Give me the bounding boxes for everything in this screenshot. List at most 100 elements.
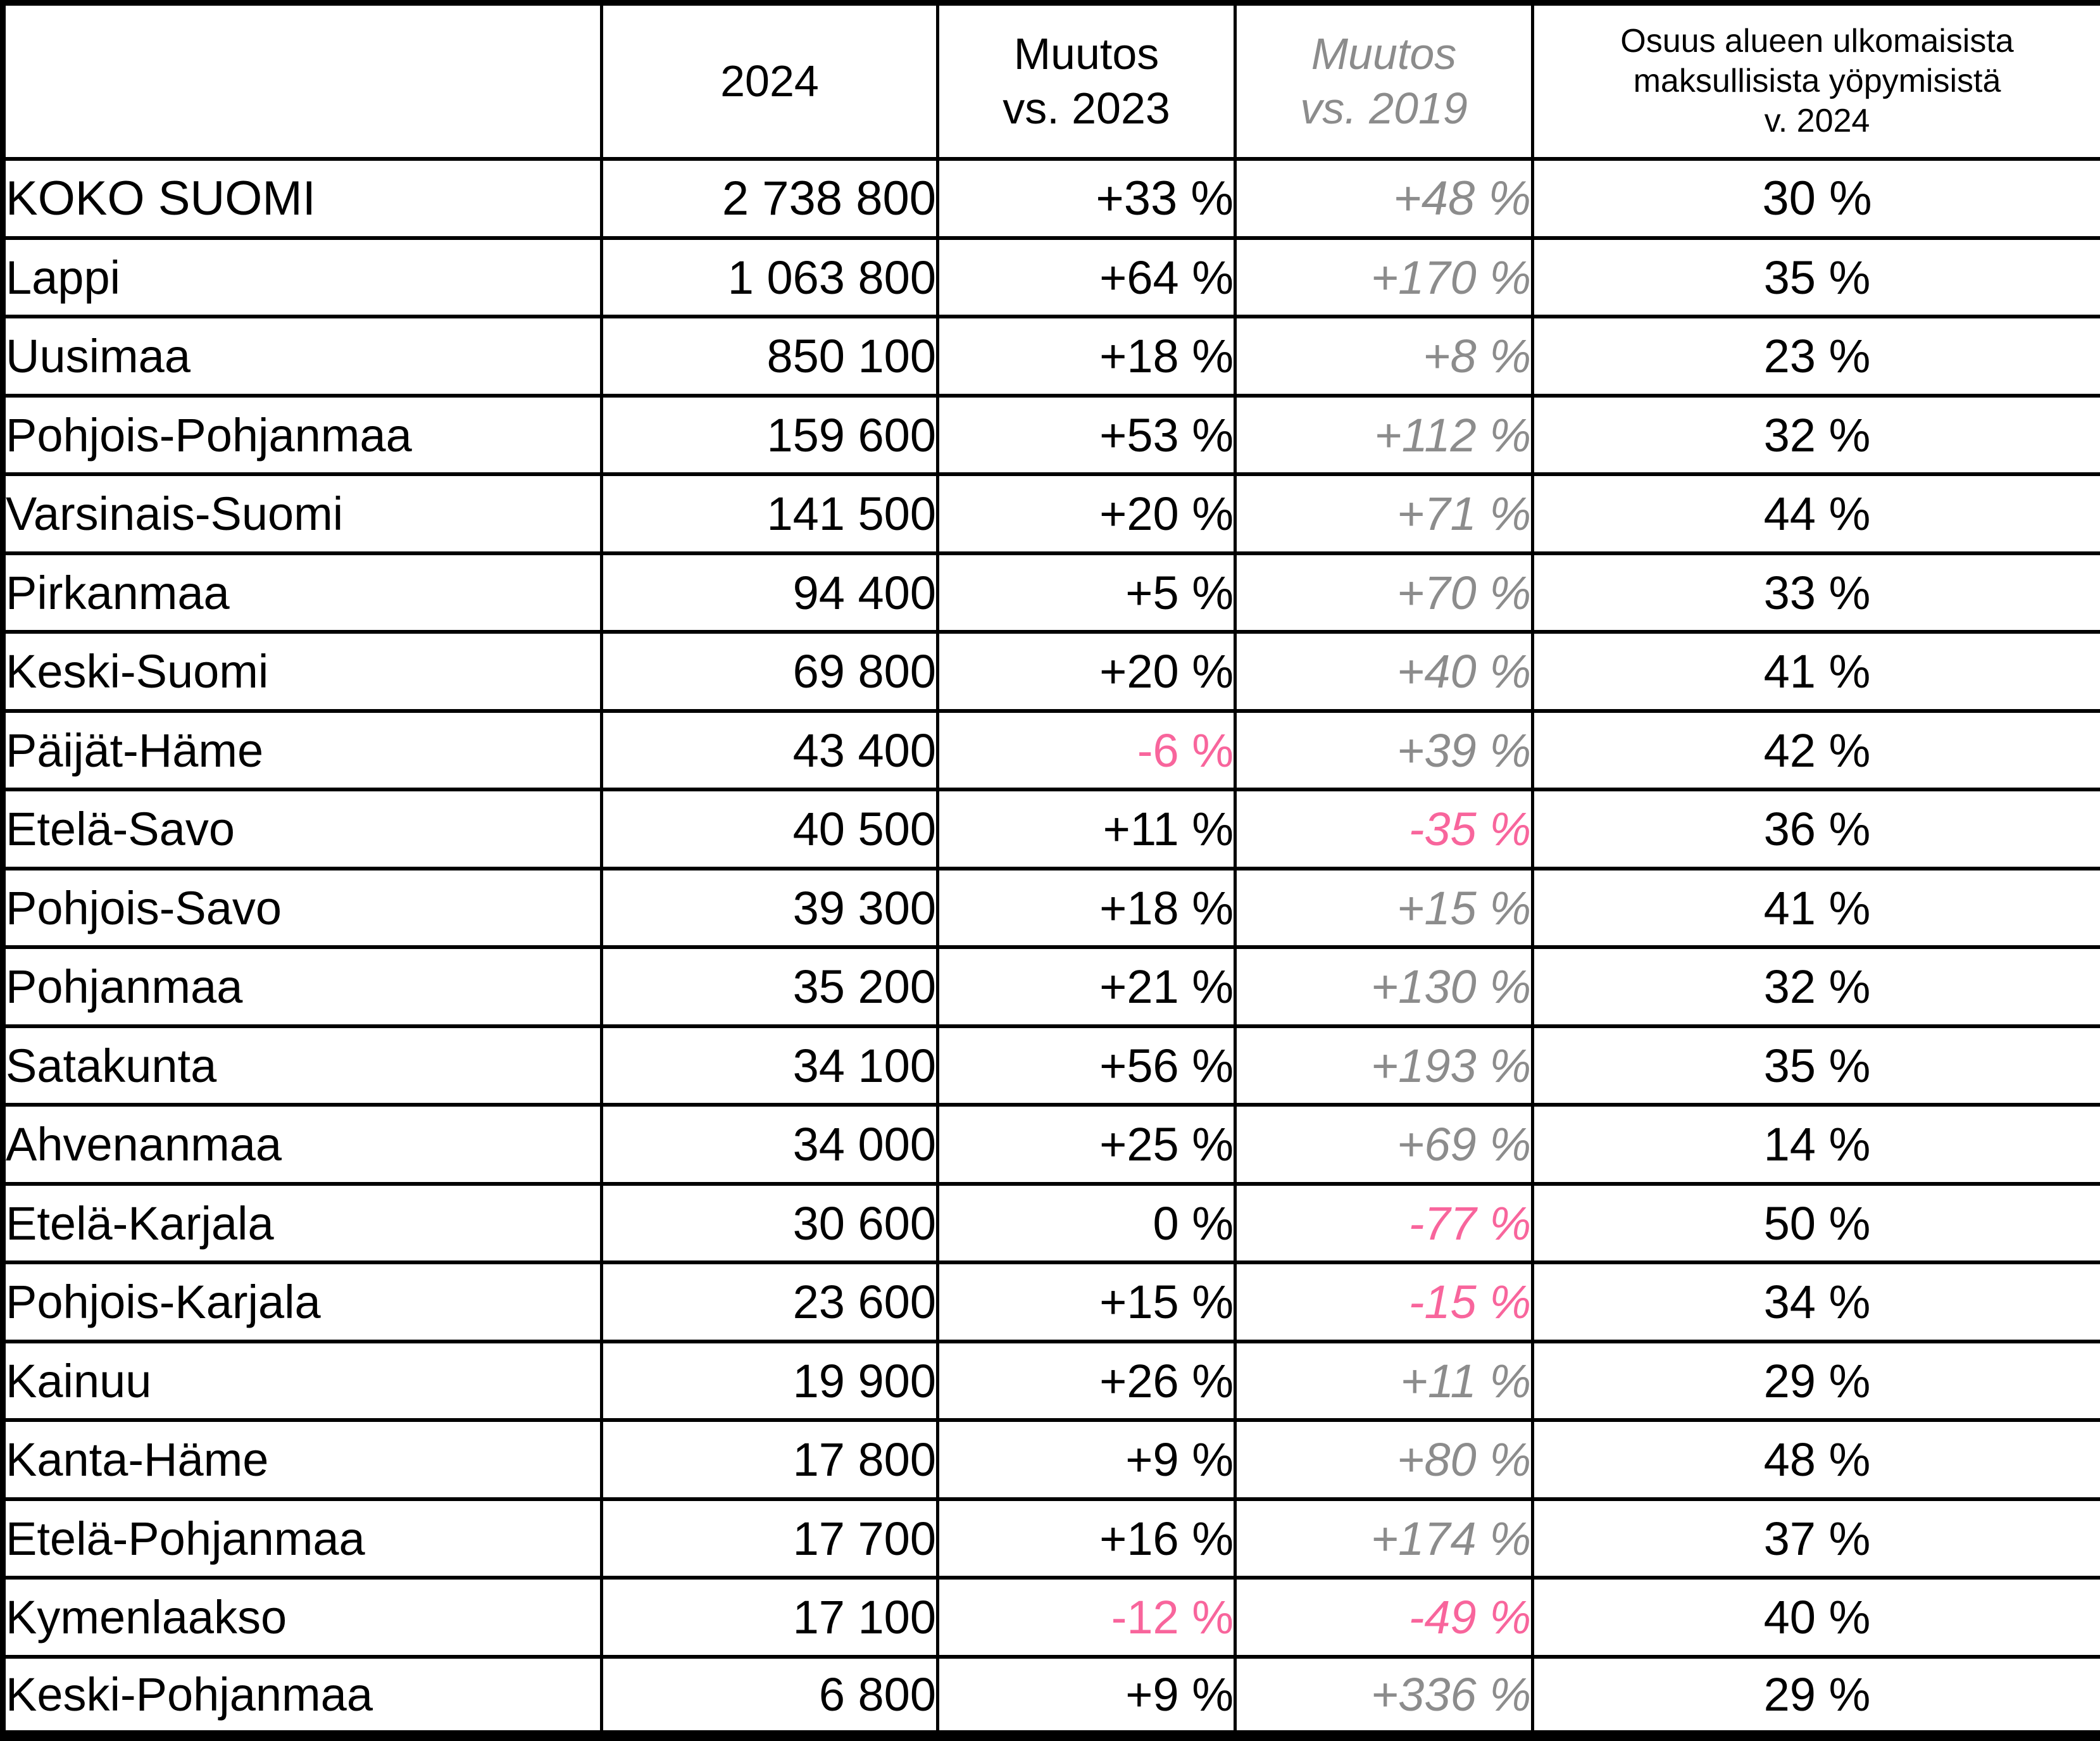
share-of-foreign-nights-cell: 36 % xyxy=(1531,788,2100,870)
change-vs-2023-cell: +25 % xyxy=(936,1103,1237,1186)
table-row: Pirkanmaa 94 400 +5 % +70 % 33 % xyxy=(1,551,2100,634)
table-row: Kymenlaakso 17 100 -12 % -49 % 40 % xyxy=(1,1576,2100,1659)
table-row: Etelä-Savo 40 500 +11 % -35 % 36 % xyxy=(1,788,2100,870)
region-name-cell: Satakunta xyxy=(1,1024,603,1107)
share-of-foreign-nights-cell: 32 % xyxy=(1531,945,2100,1028)
change-vs-2019-cell: +48 % xyxy=(1234,157,1534,240)
change-vs-2023-cell: +9 % xyxy=(936,1654,1237,1738)
change-vs-2023-cell: 0 % xyxy=(936,1181,1237,1265)
change-vs-2019-cell: +336 % xyxy=(1234,1654,1534,1738)
table-row: Pohjois-Karjala 23 600 +15 % -15 % 34 % xyxy=(1,1260,2100,1343)
change-vs-2023-cell: +20 % xyxy=(936,630,1237,713)
header-share-line1: Osuus alueen ulkomaisista xyxy=(1620,22,2014,60)
nights-2024-cell: 141 500 xyxy=(600,472,939,555)
share-of-foreign-nights-cell: 34 % xyxy=(1531,1260,2100,1343)
region-name-cell: Keski-Pohjanmaa xyxy=(1,1654,603,1738)
share-of-foreign-nights-cell: 33 % xyxy=(1531,551,2100,634)
region-name-cell: Ahvenanmaa xyxy=(1,1103,603,1186)
region-name-cell: Etelä-Pohjanmaa xyxy=(1,1497,603,1580)
change-vs-2023-cell: +26 % xyxy=(936,1339,1237,1423)
change-vs-2023-cell: +53 % xyxy=(936,393,1237,477)
table-row: Pohjois-Pohjanmaa 159 600 +53 % +112 % 32 % xyxy=(1,393,2100,477)
share-of-foreign-nights-cell: 30 % xyxy=(1531,157,2100,240)
nights-2024-cell: 39 300 xyxy=(600,866,939,950)
region-name-cell: Varsinais-Suomi xyxy=(1,472,603,555)
nights-2024-cell: 19 900 xyxy=(600,1339,939,1423)
header-region-blank xyxy=(1,1,603,161)
table-row: Kanta-Häme 17 800 +9 % +80 % 48 % xyxy=(1,1418,2100,1501)
table-row: Pohjois-Savo 39 300 +18 % +15 % 41 % xyxy=(1,866,2100,950)
share-of-foreign-nights-cell: 50 % xyxy=(1531,1181,2100,1265)
change-vs-2023-cell: +18 % xyxy=(936,866,1237,950)
share-of-foreign-nights-cell: 48 % xyxy=(1531,1418,2100,1501)
change-vs-2019-cell: +8 % xyxy=(1234,315,1534,398)
share-of-foreign-nights-cell: 29 % xyxy=(1531,1654,2100,1738)
change-vs-2019-cell: +80 % xyxy=(1234,1418,1534,1501)
nights-2024-cell: 6 800 xyxy=(600,1654,939,1738)
table-row: Kainuu 19 900 +26 % +11 % 29 % xyxy=(1,1339,2100,1423)
share-of-foreign-nights-cell: 40 % xyxy=(1531,1576,2100,1659)
region-name-cell: Pohjanmaa xyxy=(1,945,603,1028)
table-row: Keski-Pohjanmaa 6 800 +9 % +336 % 29 % xyxy=(1,1654,2100,1738)
nights-2024-cell: 159 600 xyxy=(600,393,939,477)
header-share-of-foreign-nights: Osuus alueen ulkomaisista maksullisista … xyxy=(1531,1,2100,161)
change-vs-2019-cell: +174 % xyxy=(1234,1497,1534,1580)
nights-2024-cell: 34 000 xyxy=(600,1103,939,1186)
table-row: Lappi 1 063 800 +64 % +170 % 35 % xyxy=(1,236,2100,319)
share-of-foreign-nights-cell: 35 % xyxy=(1531,1024,2100,1107)
header-change-vs-2023: Muutos vs. 2023 xyxy=(936,1,1237,161)
change-vs-2019-cell: +130 % xyxy=(1234,945,1534,1028)
change-vs-2023-cell: +16 % xyxy=(936,1497,1237,1580)
nights-2024-cell: 23 600 xyxy=(600,1260,939,1343)
share-of-foreign-nights-cell: 35 % xyxy=(1531,236,2100,319)
region-name-cell: Kanta-Häme xyxy=(1,1418,603,1501)
change-vs-2019-cell: +70 % xyxy=(1234,551,1534,634)
share-of-foreign-nights-cell: 37 % xyxy=(1531,1497,2100,1580)
table-row: Satakunta 34 100 +56 % +193 % 35 % xyxy=(1,1024,2100,1107)
change-vs-2023-cell: +15 % xyxy=(936,1260,1237,1343)
change-vs-2023-cell: -6 % xyxy=(936,708,1237,792)
header-row: 2024 Muutos vs. 2023 Muutos vs. 2019 Osu… xyxy=(1,1,2100,161)
nights-2024-cell: 35 200 xyxy=(600,945,939,1028)
change-vs-2019-cell: +11 % xyxy=(1234,1339,1534,1423)
share-of-foreign-nights-cell: 41 % xyxy=(1531,630,2100,713)
region-name-cell: Kainuu xyxy=(1,1339,603,1423)
table-row: Pohjanmaa 35 200 +21 % +130 % 32 % xyxy=(1,945,2100,1028)
change-vs-2019-cell: +40 % xyxy=(1234,630,1534,713)
change-vs-2023-cell: -12 % xyxy=(936,1576,1237,1659)
region-name-cell: Kymenlaakso xyxy=(1,1576,603,1659)
region-name-cell: Pohjois-Savo xyxy=(1,866,603,950)
nights-2024-cell: 43 400 xyxy=(600,708,939,792)
region-name-cell: KOKO SUOMI xyxy=(1,157,603,240)
header-change-vs-2023-line2: vs. 2023 xyxy=(1003,83,1170,133)
change-vs-2023-cell: +20 % xyxy=(936,472,1237,555)
nights-2024-cell: 17 700 xyxy=(600,1497,939,1580)
share-of-foreign-nights-cell: 42 % xyxy=(1531,708,2100,792)
header-change-vs-2019-line1: Muutos xyxy=(1311,29,1457,79)
change-vs-2019-cell: -35 % xyxy=(1234,788,1534,870)
change-vs-2023-cell: +11 % xyxy=(936,788,1237,870)
change-vs-2019-cell: +15 % xyxy=(1234,866,1534,950)
header-change-vs-2023-line1: Muutos xyxy=(1013,29,1159,79)
nights-2024-cell: 17 800 xyxy=(600,1418,939,1501)
change-vs-2019-cell: +112 % xyxy=(1234,393,1534,477)
share-of-foreign-nights-cell: 32 % xyxy=(1531,393,2100,477)
nights-2024-cell: 40 500 xyxy=(600,788,939,870)
table-row: Varsinais-Suomi 141 500 +20 % +71 % 44 % xyxy=(1,472,2100,555)
change-vs-2019-cell: -77 % xyxy=(1234,1181,1534,1265)
change-vs-2023-cell: +56 % xyxy=(936,1024,1237,1107)
table-row-total: KOKO SUOMI 2 738 800 +33 % +48 % 30 % xyxy=(1,157,2100,240)
nights-2024-cell: 34 100 xyxy=(600,1024,939,1107)
change-vs-2023-cell: +21 % xyxy=(936,945,1237,1028)
region-name-cell: Etelä-Savo xyxy=(1,788,603,870)
region-name-cell: Päijät-Häme xyxy=(1,708,603,792)
region-name-cell: Pohjois-Karjala xyxy=(1,1260,603,1343)
share-of-foreign-nights-cell: 23 % xyxy=(1531,315,2100,398)
change-vs-2019-cell: +193 % xyxy=(1234,1024,1534,1107)
nights-2024-cell: 30 600 xyxy=(600,1181,939,1265)
change-vs-2019-cell: -49 % xyxy=(1234,1576,1534,1659)
region-name-cell: Etelä-Karjala xyxy=(1,1181,603,1265)
header-change-vs-2019-line2: vs. 2019 xyxy=(1300,83,1468,133)
